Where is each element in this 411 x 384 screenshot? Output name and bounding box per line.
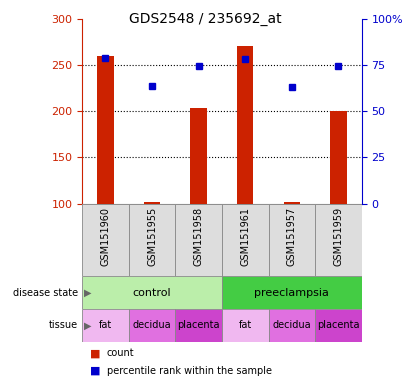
Text: disease state: disease state xyxy=(13,288,78,298)
Text: GSM151955: GSM151955 xyxy=(147,207,157,266)
Text: GDS2548 / 235692_at: GDS2548 / 235692_at xyxy=(129,12,282,25)
Bar xyxy=(82,204,129,276)
Bar xyxy=(129,204,175,276)
Bar xyxy=(190,108,207,204)
Text: GSM151961: GSM151961 xyxy=(240,207,250,266)
Bar xyxy=(222,204,268,276)
Text: percentile rank within the sample: percentile rank within the sample xyxy=(107,366,272,376)
Bar xyxy=(237,46,253,204)
Text: control: control xyxy=(133,288,171,298)
Text: fat: fat xyxy=(99,320,112,331)
Text: GSM151958: GSM151958 xyxy=(194,207,203,266)
Bar xyxy=(284,202,300,204)
Text: ▶: ▶ xyxy=(84,288,92,298)
Bar xyxy=(97,56,113,204)
Bar xyxy=(268,309,315,342)
Text: ▶: ▶ xyxy=(84,320,92,331)
Text: tissue: tissue xyxy=(49,320,78,331)
Text: decidua: decidua xyxy=(133,320,171,331)
Bar xyxy=(222,276,362,309)
Text: placenta: placenta xyxy=(178,320,220,331)
Bar xyxy=(144,202,160,204)
Text: decidua: decidua xyxy=(272,320,311,331)
Bar xyxy=(175,309,222,342)
Bar xyxy=(330,111,346,204)
Text: placenta: placenta xyxy=(317,320,360,331)
Bar xyxy=(268,204,315,276)
Text: fat: fat xyxy=(239,320,252,331)
Bar xyxy=(315,309,362,342)
Text: GSM151959: GSM151959 xyxy=(333,207,343,266)
Bar xyxy=(315,204,362,276)
Bar xyxy=(82,309,129,342)
Text: GSM151957: GSM151957 xyxy=(287,207,297,266)
Text: ■: ■ xyxy=(90,348,101,358)
Text: preeclampsia: preeclampsia xyxy=(254,288,329,298)
Text: count: count xyxy=(107,348,134,358)
Text: GSM151960: GSM151960 xyxy=(101,207,111,266)
Bar xyxy=(82,276,222,309)
Bar xyxy=(175,204,222,276)
Bar xyxy=(222,309,268,342)
Bar xyxy=(129,309,175,342)
Text: ■: ■ xyxy=(90,366,101,376)
